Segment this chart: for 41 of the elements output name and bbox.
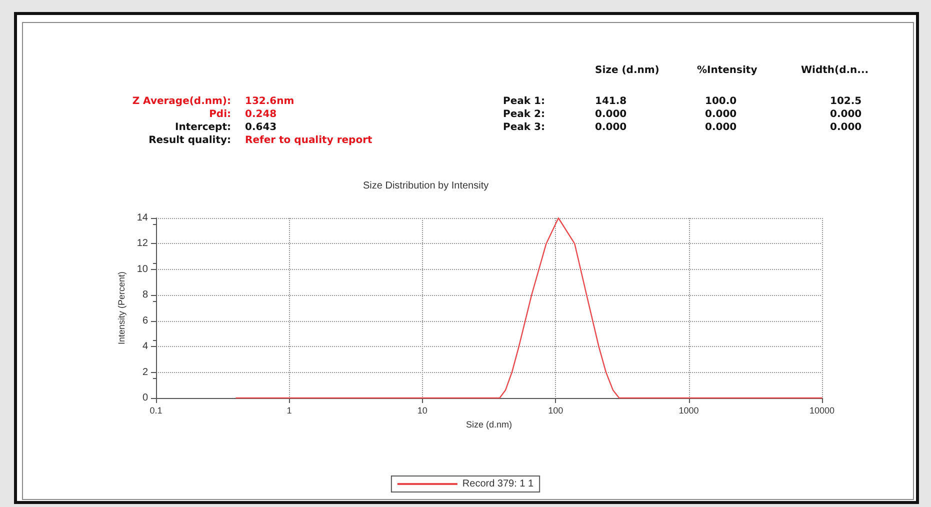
text: 0.000 [830, 122, 862, 133]
text: 132.6nm [245, 96, 294, 107]
x-tick-label: 1 [286, 406, 292, 416]
text: Width(d.n... [801, 65, 869, 76]
x-tick-label: 10 [417, 406, 428, 416]
text: 0.248 [245, 109, 277, 120]
text: Intercept: [175, 122, 231, 133]
text: Result quality: [148, 135, 231, 146]
text: Size (d.nm) [595, 65, 660, 76]
y-tick-label: 12 [136, 238, 148, 250]
text: 0.000 [595, 109, 627, 120]
text: Refer to quality report [245, 135, 372, 146]
text: Z Average(d.nm): [132, 96, 231, 107]
y-tick-label: 10 [136, 264, 148, 275]
text: 0.000 [705, 122, 737, 133]
x-tick-label: 10000 [809, 406, 835, 416]
text: 0.643 [245, 122, 277, 133]
x-tick-label: 100 [548, 406, 564, 416]
text: 0.000 [830, 109, 862, 120]
y-tick-label: 14 [136, 212, 148, 224]
text: %Intensity [697, 65, 758, 76]
text: Pdi: [209, 109, 231, 120]
text: 0.000 [705, 109, 737, 120]
text: 102.5 [830, 96, 862, 107]
text: Peak 1: [503, 96, 545, 107]
text: Peak 2: [503, 109, 545, 120]
text: Record 379: 1 1 [462, 478, 534, 490]
y-tick-label: 4 [142, 341, 148, 352]
x-tick-label: 1000 [678, 406, 699, 416]
y-axis-title: Intensity (Percent) [116, 271, 126, 345]
chart-title: Size Distribution by Intensity [363, 180, 489, 192]
text: 141.8 [595, 96, 627, 107]
y-tick-label: 0 [142, 392, 148, 404]
y-tick-label: 8 [142, 290, 148, 301]
text: Peak 3: [503, 122, 545, 133]
x-tick-label: 0.1 [150, 406, 162, 416]
text: 0.000 [595, 122, 627, 133]
text: 100.0 [705, 96, 737, 107]
y-tick-label: 2 [142, 366, 148, 378]
y-tick-label: 6 [142, 315, 148, 326]
x-axis-title: Size (d.nm) [466, 419, 512, 430]
